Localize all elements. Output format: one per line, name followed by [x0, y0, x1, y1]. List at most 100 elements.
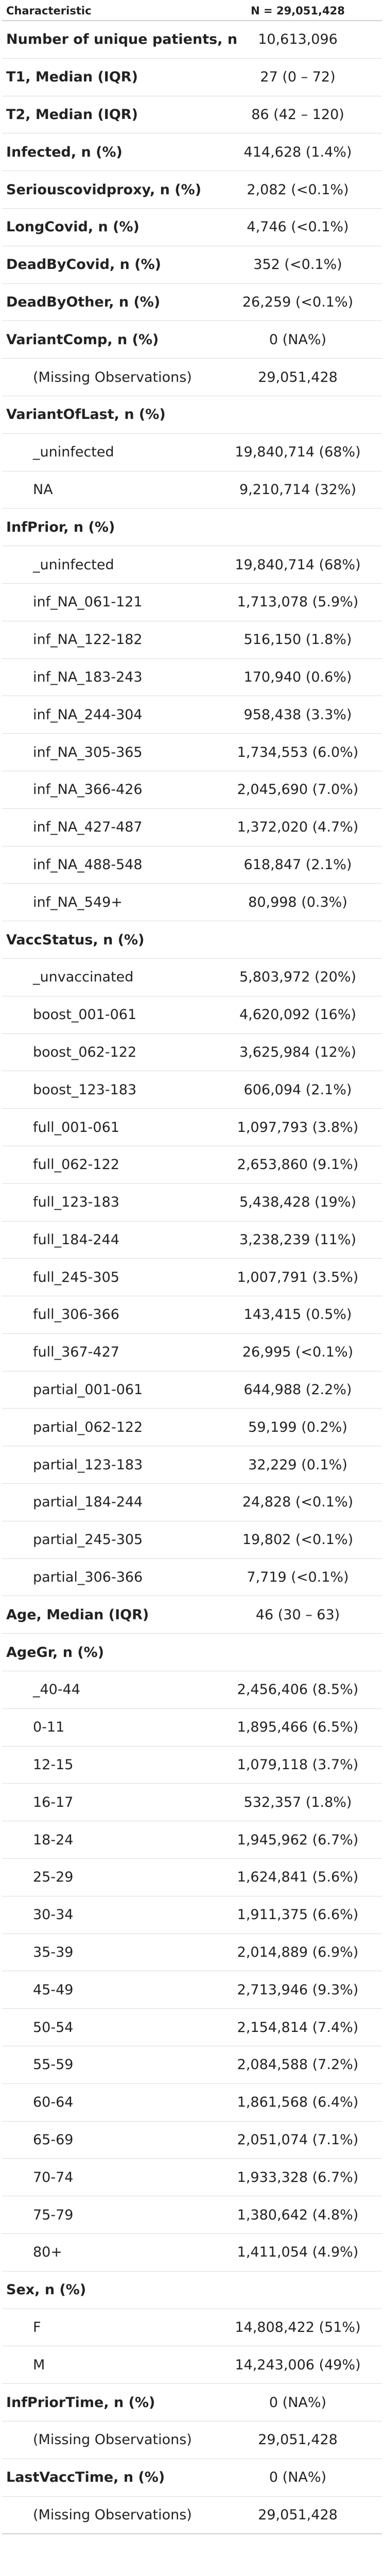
row-value: 1,861,568 (6.4%)	[214, 2083, 382, 2122]
characteristic-header: Characteristic	[2, 0, 214, 21]
n-total-header: N = 29,051,428	[214, 0, 382, 21]
row-value: 0 (NA%)	[214, 2383, 382, 2421]
table-row: DeadByOther, n (%) 26,259 (<0.1%)	[2, 283, 382, 321]
row-value: 19,802 (<0.1%)	[214, 1521, 382, 1559]
row-label: DeadByCovid, n (%)	[2, 246, 214, 284]
row-label: Number of unique patients, n	[2, 21, 237, 59]
row-sublabel: inf_NA_122-182	[2, 621, 214, 659]
row-value	[214, 396, 382, 434]
table-row: _unvaccinated 5,803,972 (20%)	[2, 958, 382, 996]
row-label: InfPrior, n (%)	[2, 508, 214, 547]
table-row: 60-64 1,861,568 (6.4%)	[2, 2083, 382, 2122]
table-row: 18-24 1,945,962 (6.7%)	[2, 1821, 382, 1859]
row-value: 1,895,466 (6.5%)	[214, 1708, 382, 1747]
row-value: 2,653,860 (9.1%)	[214, 1146, 382, 1184]
row-value: 0 (NA%)	[214, 320, 382, 359]
table-row: 65-69 2,051,074 (7.1%)	[2, 2121, 382, 2159]
row-sublabel: 65-69	[2, 2121, 214, 2159]
row-sublabel: boost_062-122	[2, 1033, 214, 1072]
row-label: VaccStatus, n (%)	[2, 921, 214, 959]
table-row: 35-39 2,014,889 (6.9%)	[2, 1934, 382, 1972]
row-label: AgeGr, n (%)	[2, 1633, 214, 1672]
row-sublabel: M	[2, 2346, 214, 2384]
row-label: Infected, n (%)	[2, 133, 214, 172]
table-row: T1, Median (IQR) 27 (0 – 72)	[2, 58, 382, 96]
row-value: 2,082 (<0.1%)	[214, 171, 382, 209]
row-value: 4,620,092 (16%)	[214, 996, 382, 1034]
row-value	[214, 921, 382, 959]
row-value: 19,840,714 (68%)	[214, 546, 382, 584]
row-value: 1,097,793 (3.8%)	[214, 1108, 382, 1146]
row-sublabel: _40-44	[2, 1671, 214, 1709]
row-value: 3,238,239 (11%)	[214, 1221, 382, 1259]
row-label: DeadByOther, n (%)	[2, 283, 214, 321]
row-value	[214, 1633, 382, 1672]
table-row: 55-59 2,084,588 (7.2%)	[2, 2046, 382, 2084]
row-sublabel: 55-59	[2, 2046, 214, 2084]
row-sublabel: (Missing Observations)	[2, 2421, 214, 2459]
row-sublabel: full_184-244	[2, 1221, 214, 1259]
row-value: 26,995 (<0.1%)	[214, 1333, 382, 1371]
row-value: 644,988 (2.2%)	[214, 1371, 382, 1409]
row-sublabel: inf_NA_549+	[2, 883, 214, 922]
row-sublabel: 25-29	[2, 1858, 214, 1896]
table-row: VaccStatus, n (%)	[2, 921, 382, 959]
row-sublabel: inf_NA_366-426	[2, 771, 214, 809]
table-row: VariantComp, n (%) 0 (NA%)	[2, 320, 382, 359]
row-sublabel: 75-79	[2, 2196, 214, 2234]
row-label: T2, Median (IQR)	[2, 96, 214, 134]
table-row: 45-49 2,713,946 (9.3%)	[2, 1971, 382, 2009]
table-row: Number of unique patients, n 10,613,096	[2, 21, 382, 59]
table-row: 80+ 1,411,054 (4.9%)	[2, 2233, 382, 2272]
table-header: Characteristic N = 29,051,428	[2, 0, 382, 21]
row-sublabel: full_062-122	[2, 1146, 214, 1184]
table-row: _uninfected 19,840,714 (68%)	[2, 546, 382, 584]
row-value: 2,051,074 (7.1%)	[214, 2121, 382, 2159]
row-label: LongCovid, n (%)	[2, 208, 214, 246]
table-row: partial_306-366 7,719 (<0.1%)	[2, 1558, 382, 1597]
row-value: 29,051,428	[214, 358, 382, 396]
table-row: boost_001-061 4,620,092 (16%)	[2, 996, 382, 1034]
row-value: 14,808,422 (51%)	[214, 2309, 382, 2347]
row-value: 32,229 (0.1%)	[214, 1446, 382, 1484]
table-row: 75-79 1,380,642 (4.8%)	[2, 2196, 382, 2234]
row-value: 606,094 (2.1%)	[214, 1071, 382, 1109]
table-row: partial_001-061 644,988 (2.2%)	[2, 1371, 382, 1409]
row-label: LastVaccTime, n (%)	[2, 2459, 214, 2497]
row-sublabel: 45-49	[2, 1971, 214, 2009]
summary-table: Characteristic N = 29,051,428 Number of …	[2, 0, 382, 2535]
table-row: T2, Median (IQR) 86 (42 – 120)	[2, 96, 382, 134]
table-row: inf_NA_305-365 1,734,553 (6.0%)	[2, 733, 382, 771]
row-value: 1,713,078 (5.9%)	[214, 583, 382, 621]
row-value: 170,940 (0.6%)	[214, 658, 382, 697]
row-value: 2,713,946 (9.3%)	[214, 1971, 382, 2009]
row-sublabel: partial_123-183	[2, 1446, 214, 1484]
row-value: 2,456,406 (8.5%)	[214, 1671, 382, 1709]
row-value: 27 (0 – 72)	[214, 58, 382, 96]
row-sublabel: inf_NA_488-548	[2, 846, 214, 884]
row-value: 9,210,714 (32%)	[214, 471, 382, 509]
row-sublabel: 18-24	[2, 1821, 214, 1859]
table-row: partial_184-244 24,828 (<0.1%)	[2, 1483, 382, 1521]
row-value: 24,828 (<0.1%)	[214, 1483, 382, 1521]
row-label: VariantOfLast, n (%)	[2, 396, 214, 434]
table-row: 25-29 1,624,841 (5.6%)	[2, 1858, 382, 1896]
row-sublabel: (Missing Observations)	[2, 2496, 214, 2535]
row-value: 14,243,006 (49%)	[214, 2346, 382, 2384]
row-value: 59,199 (0.2%)	[214, 1408, 382, 1447]
row-label: Age, Median (IQR)	[2, 1596, 214, 1634]
row-value: 10,613,096	[214, 21, 382, 59]
row-sublabel: partial_245-305	[2, 1521, 214, 1559]
row-value: 1,945,962 (6.7%)	[214, 1821, 382, 1859]
row-sublabel: inf_NA_183-243	[2, 658, 214, 697]
row-sublabel: _uninfected	[2, 433, 214, 471]
table-row: NA 9,210,714 (32%)	[2, 471, 382, 509]
table-row: full_001-061 1,097,793 (3.8%)	[2, 1108, 382, 1146]
row-value: 2,014,889 (6.9%)	[214, 1934, 382, 1972]
row-sublabel: 50-54	[2, 2008, 214, 2047]
row-label: Seriouscovidproxy, n (%)	[2, 171, 214, 209]
row-value: 516,150 (1.8%)	[214, 621, 382, 659]
row-label: InfPriorTime, n (%)	[2, 2383, 214, 2421]
row-sublabel: boost_001-061	[2, 996, 214, 1034]
row-sublabel: full_123-183	[2, 1183, 214, 1222]
